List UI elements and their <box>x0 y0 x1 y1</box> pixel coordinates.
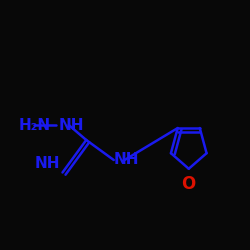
Text: H₂N: H₂N <box>19 118 51 132</box>
Text: NH: NH <box>114 152 139 168</box>
Text: NH: NH <box>34 156 60 171</box>
Text: O: O <box>182 175 196 193</box>
Text: NH: NH <box>59 118 84 132</box>
